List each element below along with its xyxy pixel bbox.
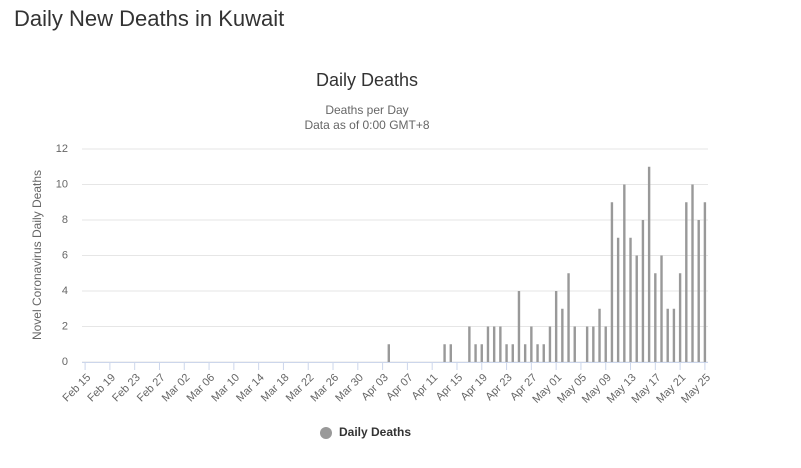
bar [598, 308, 601, 362]
bar [523, 344, 527, 362]
y-axis-label: Novel Coronavirus Daily Deaths [30, 170, 44, 340]
chart-title: Daily Deaths [316, 70, 418, 90]
bar [691, 184, 694, 362]
bar [511, 344, 514, 362]
y-tick-label: 8 [62, 214, 68, 226]
bar [654, 273, 657, 362]
x-tick-label: Apr 03 [359, 372, 390, 403]
x-tick-label: Apr 23 [483, 372, 514, 403]
bar [542, 344, 545, 362]
chart-subtitle: Deaths per Day [325, 103, 408, 117]
legend-label: Daily Deaths [339, 425, 411, 439]
legend-marker [320, 427, 332, 439]
bar [678, 273, 682, 362]
y-tick-label: 0 [62, 356, 68, 368]
y-tick-label: 2 [62, 320, 68, 332]
x-tick-label: Mar 30 [333, 372, 366, 405]
y-tick-label: 4 [62, 285, 68, 297]
bar [647, 166, 651, 362]
y-tick-label: 6 [62, 249, 68, 261]
bar [585, 326, 589, 362]
bar [443, 344, 446, 362]
chart-subtitle: Data as of 0:00 GMT+8 [304, 118, 429, 132]
bar [548, 326, 552, 362]
bar [629, 237, 632, 362]
y-tick-label: 10 [56, 178, 68, 190]
bar [641, 220, 645, 362]
bar [703, 202, 707, 362]
bar [530, 326, 533, 362]
bar [592, 326, 595, 362]
bar [517, 291, 521, 362]
x-tick-label: Apr 07 [384, 372, 415, 403]
bar [554, 291, 558, 362]
bar [610, 202, 614, 362]
bar [567, 273, 570, 362]
bar [666, 308, 669, 362]
bar [449, 344, 452, 362]
bar [486, 326, 490, 362]
bar [505, 344, 508, 362]
bar [474, 344, 477, 362]
x-tick-label: Apr 19 [459, 372, 490, 403]
bar [536, 344, 539, 362]
y-tick-label: 12 [56, 143, 68, 155]
bar [387, 344, 391, 362]
bar [604, 326, 607, 362]
bar [492, 326, 496, 362]
x-tick-label: Apr 15 [434, 372, 465, 403]
bar [623, 184, 626, 362]
bar [499, 326, 502, 362]
bar [468, 326, 471, 362]
bar [697, 220, 700, 362]
page-title: Daily New Deaths in Kuwait [14, 6, 284, 31]
bar [660, 255, 663, 362]
bar [635, 255, 638, 362]
bar [616, 237, 620, 362]
bar [561, 308, 564, 362]
bar [573, 326, 576, 362]
bar [685, 202, 688, 362]
bar [480, 344, 483, 362]
bar [672, 308, 676, 362]
